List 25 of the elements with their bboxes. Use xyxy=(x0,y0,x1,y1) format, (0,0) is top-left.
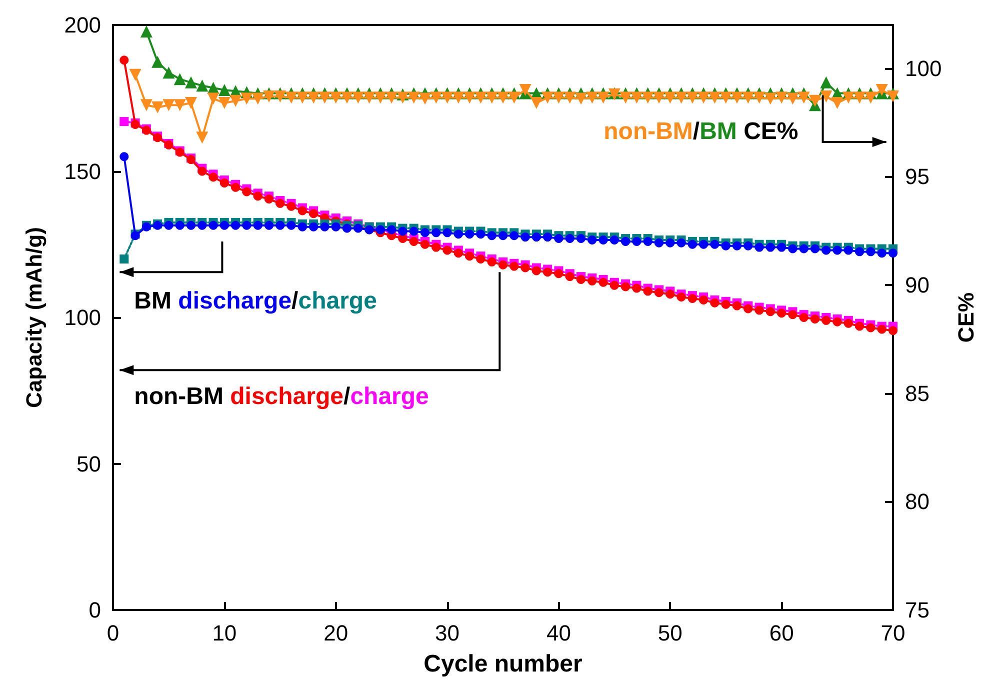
y2-tick-label: 85 xyxy=(905,380,930,406)
y-tick-label: 0 xyxy=(88,598,101,622)
x-tick-label: 0 xyxy=(106,620,120,646)
y2-tick-label: 95 xyxy=(905,164,930,190)
x-tick-label: 40 xyxy=(546,620,571,646)
y2-axis-title: CE% xyxy=(954,292,978,343)
x-tick-label: 10 xyxy=(212,620,237,646)
x-tick-label: 30 xyxy=(435,620,460,646)
x-tick-label: 20 xyxy=(324,620,348,646)
y2-tick-label: 75 xyxy=(905,598,930,622)
x-tick-label: 50 xyxy=(658,620,682,646)
y2-tick-label: 100 xyxy=(905,56,942,81)
y-tick-label: 150 xyxy=(64,158,101,184)
x-tick-label: 60 xyxy=(769,620,794,646)
y-tick-label: 100 xyxy=(64,305,101,330)
y-tick-label: 200 xyxy=(64,12,101,38)
annotation: non-BM discharge/charge xyxy=(134,382,429,410)
annotation: BM discharge/charge xyxy=(134,288,377,315)
y-axis-title: Capacity (mAh/g) xyxy=(22,227,46,408)
x-axis-title: Cycle number xyxy=(424,650,582,678)
y2-tick-label: 80 xyxy=(905,489,930,514)
y2-tick-label: 90 xyxy=(905,272,930,298)
x-tick-label: 70 xyxy=(880,620,906,646)
y-tick-label: 50 xyxy=(76,451,101,476)
annotation: non-BM/BM CE% xyxy=(604,118,798,146)
